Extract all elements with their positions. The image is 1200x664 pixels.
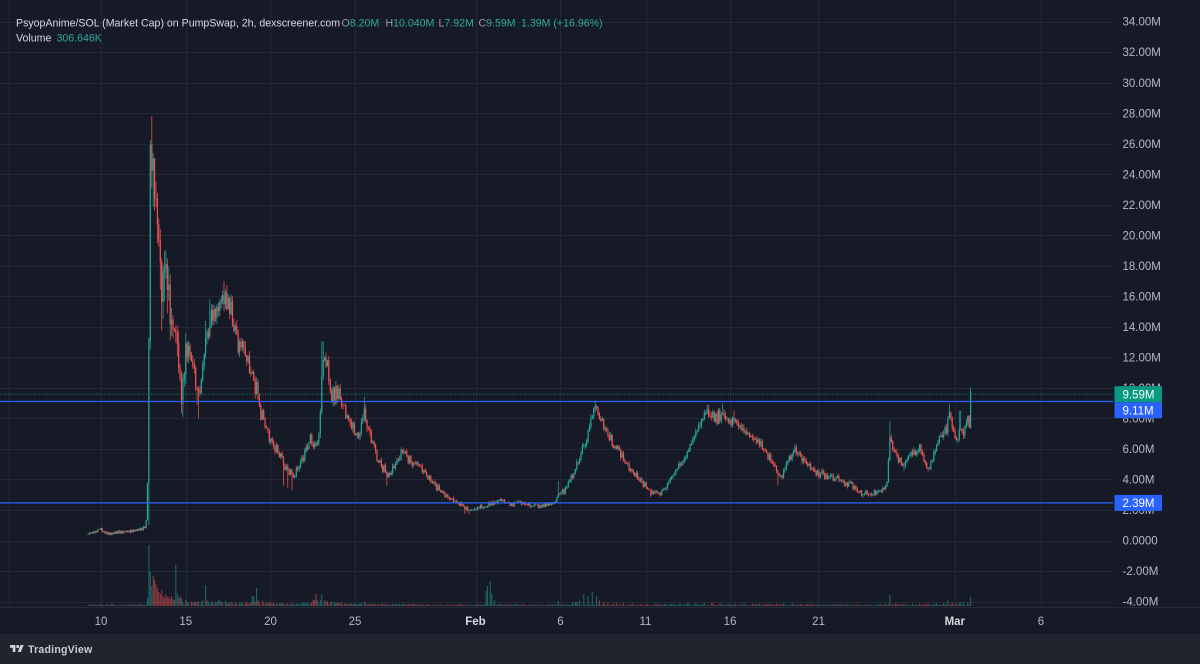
svg-text:6: 6 [1038,616,1044,628]
svg-text:24.00M: 24.00M [1123,169,1161,181]
svg-text:18.00M: 18.00M [1123,261,1161,273]
svg-text:6: 6 [557,616,563,628]
svg-text:21: 21 [812,616,825,628]
svg-text:22.00M: 22.00M [1123,200,1161,212]
svg-text:9.59M: 9.59M [1123,389,1155,401]
svg-text:28.00M: 28.00M [1123,108,1161,120]
svg-text:PsyopAnime/SOL (Market Cap) on: PsyopAnime/SOL (Market Cap) on PumpSwap,… [16,17,603,29]
svg-text:6.00M: 6.00M [1123,444,1155,456]
svg-text:16: 16 [724,616,737,628]
svg-text:9.11M: 9.11M [1123,405,1154,417]
svg-text:20: 20 [264,616,277,628]
svg-text:16.00M: 16.00M [1123,291,1161,303]
svg-text:Feb: Feb [465,616,485,628]
svg-text:12.00M: 12.00M [1123,353,1161,365]
svg-text:14.00M: 14.00M [1123,322,1161,334]
svg-text:TradingView: TradingView [28,644,93,656]
svg-text:-4.00M: -4.00M [1123,597,1159,609]
svg-text:15: 15 [179,616,192,628]
svg-text:11: 11 [640,616,652,628]
svg-text:30.00M: 30.00M [1123,78,1161,90]
svg-text:0.0000: 0.0000 [1123,536,1158,548]
svg-text:20.00M: 20.00M [1123,230,1161,242]
svg-text:10: 10 [95,616,108,628]
svg-text:-2.00M: -2.00M [1123,566,1159,578]
svg-text:32.00M: 32.00M [1123,47,1161,59]
svg-text:25: 25 [349,616,362,628]
svg-text:2.39M: 2.39M [1123,498,1155,510]
svg-text:34.00M: 34.00M [1123,17,1161,29]
svg-text:4.00M: 4.00M [1123,475,1155,487]
svg-text:Mar: Mar [945,616,966,628]
svg-text:26.00M: 26.00M [1123,139,1161,151]
